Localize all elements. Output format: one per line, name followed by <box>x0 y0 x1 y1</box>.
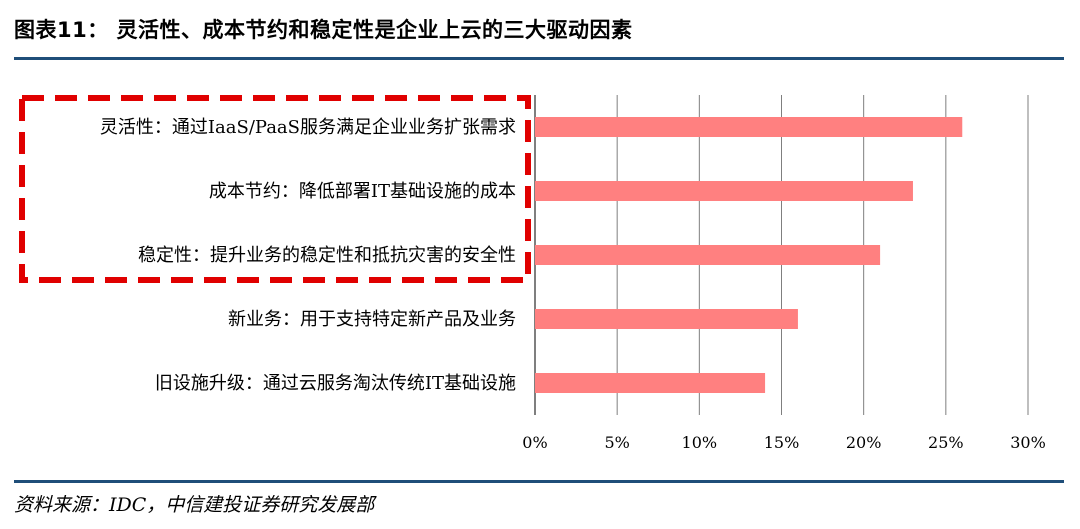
category-label: 成本节约：降低部署IT基础设施的成本 <box>209 181 516 202</box>
category-label: 旧设施升级：通过云服务淘汰传统IT基础设施 <box>155 373 516 394</box>
bar <box>535 309 798 329</box>
x-tick-label: 0% <box>522 433 547 452</box>
source-note: 资料来源：IDC，中信建投证券研究发展部 <box>14 494 375 516</box>
bar <box>535 181 913 201</box>
highlight-box <box>19 95 531 283</box>
top-rule <box>14 57 1064 60</box>
category-label: 新业务：用于支持特定新产品及业务 <box>228 309 516 330</box>
tick-labels: 0% 5% 10% 15% 20% 25% 30% <box>522 433 1045 452</box>
bar <box>535 373 766 393</box>
bar <box>535 245 881 265</box>
gridlines <box>534 95 1029 415</box>
category-labels: 灵活性：通过IaaS/PaaS服务满足企业业务扩张需求成本节约：降低部署IT基础… <box>100 117 516 394</box>
x-tick-label: 5% <box>604 433 629 452</box>
bar <box>535 117 963 137</box>
x-tick-label: 30% <box>1010 433 1046 452</box>
chart-title: 图表11： 灵活性、成本节约和稳定性是企业上云的三大驱动因素 <box>14 18 633 42</box>
bars <box>535 117 963 393</box>
x-tick-label: 25% <box>928 433 964 452</box>
x-tick-label: 20% <box>846 433 882 452</box>
x-tick-label: 10% <box>682 433 718 452</box>
bottom-rule <box>14 480 1064 483</box>
x-tick-label: 15% <box>764 433 800 452</box>
category-label: 灵活性：通过IaaS/PaaS服务满足企业业务扩张需求 <box>100 117 516 138</box>
category-label: 稳定性：提升业务的稳定性和抵抗灾害的安全性 <box>138 245 516 266</box>
